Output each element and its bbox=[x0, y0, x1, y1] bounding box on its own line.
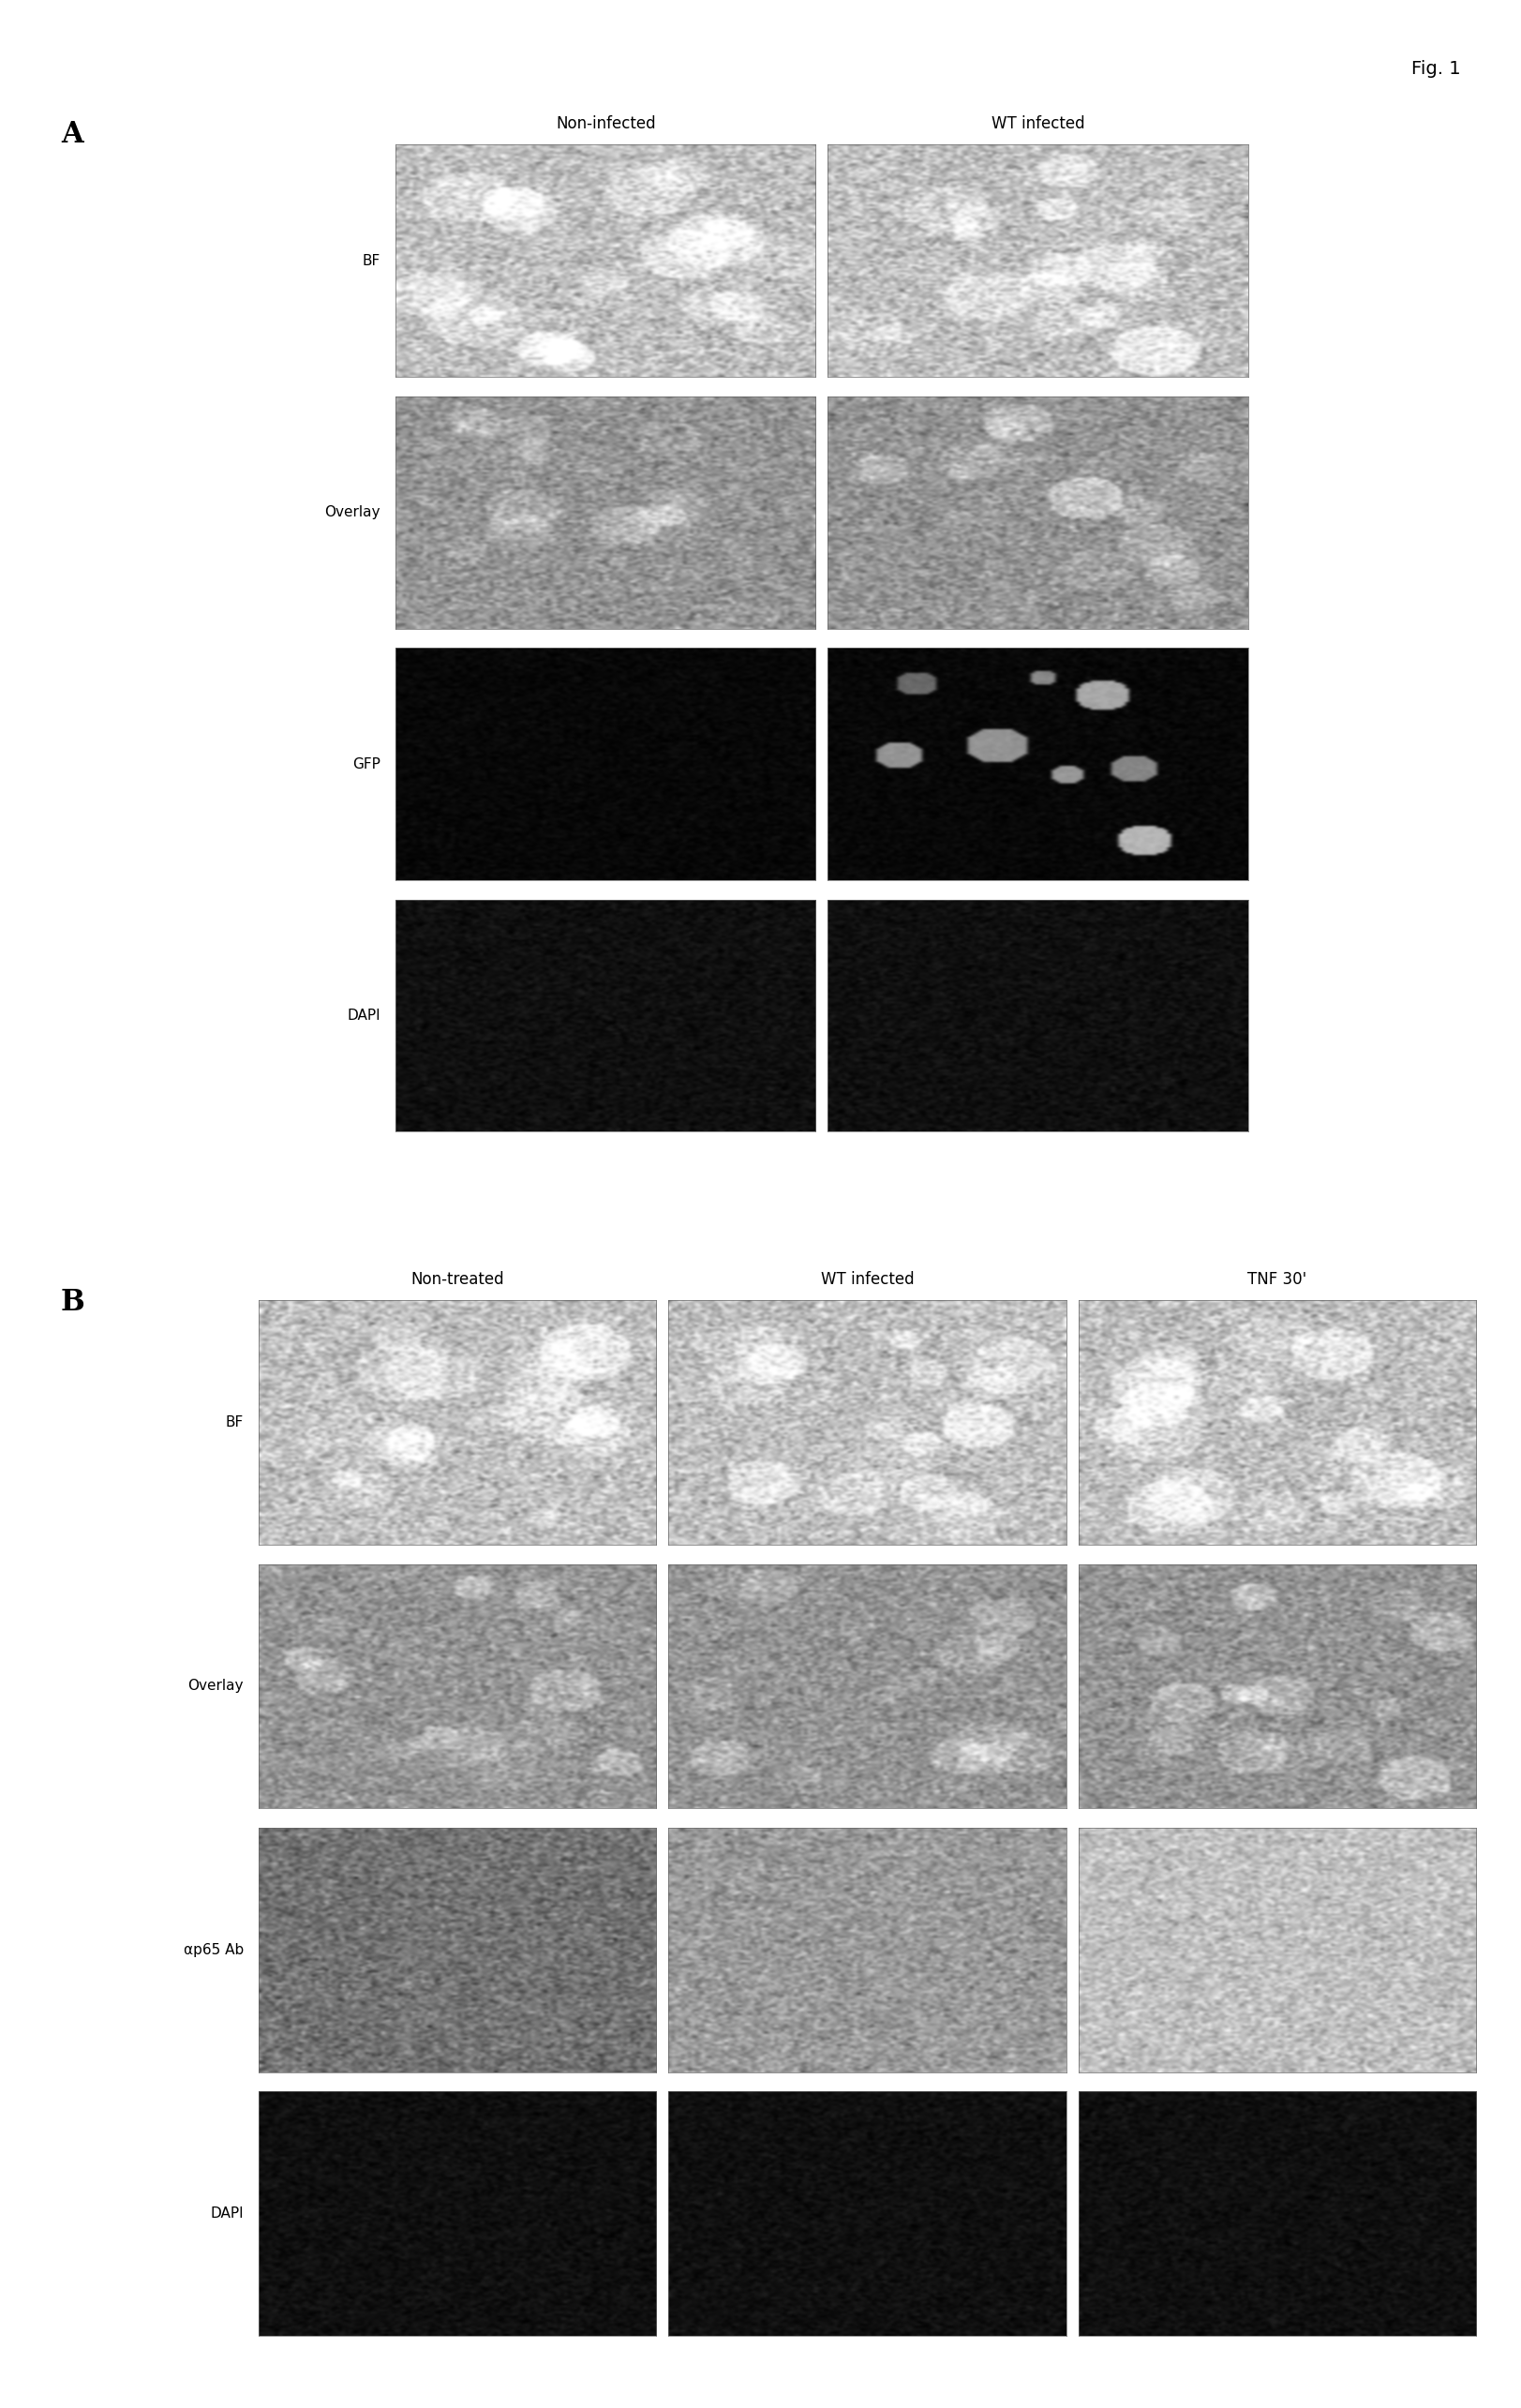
Text: Overlay: Overlay bbox=[187, 1678, 243, 1693]
Text: WT infected: WT infected bbox=[990, 116, 1084, 132]
Text: WT infected: WT infected bbox=[820, 1271, 914, 1288]
Text: Fig. 1: Fig. 1 bbox=[1411, 60, 1460, 77]
Text: TNF 30': TNF 30' bbox=[1247, 1271, 1307, 1288]
Text: DAPI: DAPI bbox=[210, 2206, 243, 2220]
Text: GFP: GFP bbox=[353, 756, 380, 771]
Text: Overlay: Overlay bbox=[324, 506, 380, 520]
Text: Non-treated: Non-treated bbox=[411, 1271, 503, 1288]
Text: αp65 Ab: αp65 Ab bbox=[183, 1943, 243, 1958]
Text: B: B bbox=[61, 1288, 85, 1317]
Text: DAPI: DAPI bbox=[347, 1009, 380, 1023]
Text: BF: BF bbox=[225, 1416, 243, 1430]
Text: Non-infected: Non-infected bbox=[555, 116, 656, 132]
Text: A: A bbox=[61, 120, 84, 149]
Text: BF: BF bbox=[362, 253, 380, 267]
